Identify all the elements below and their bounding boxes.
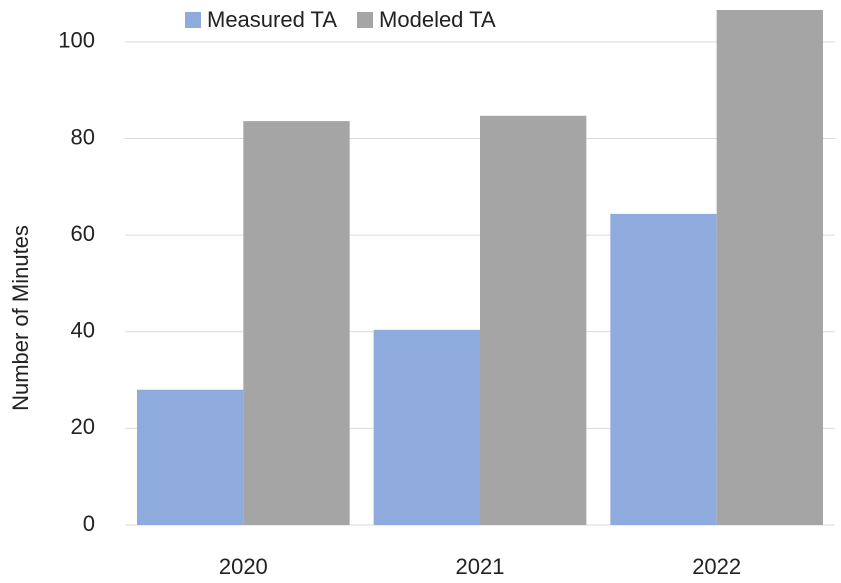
y-tick-label: 80 <box>71 124 95 149</box>
y-axis-label: Number of Minutes <box>8 225 33 411</box>
legend-label: Modeled TA <box>379 7 496 32</box>
y-tick-label: 100 <box>58 28 95 53</box>
y-tick-label: 60 <box>71 221 95 246</box>
bar <box>137 389 244 525</box>
x-tick-label: 2022 <box>692 554 741 579</box>
bar <box>243 121 350 525</box>
y-tick-label: 40 <box>71 318 95 343</box>
x-tick-label: 2020 <box>219 554 268 579</box>
x-tick-label: 2021 <box>456 554 505 579</box>
bar <box>716 10 823 525</box>
y-tick-label: 0 <box>83 511 95 536</box>
legend-swatch <box>185 12 201 28</box>
legend-label: Measured TA <box>207 7 337 32</box>
legend-swatch <box>357 12 374 28</box>
bar <box>373 329 480 525</box>
y-tick-label: 20 <box>71 414 95 439</box>
bar <box>610 213 717 525</box>
bar <box>480 115 587 525</box>
